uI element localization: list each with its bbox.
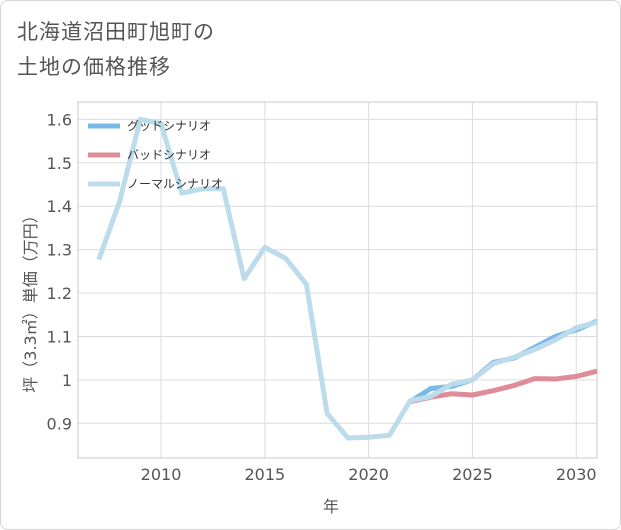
legend-item-1[interactable]: バッドシナリオ [88, 148, 211, 162]
x-tick-label: 2030 [556, 465, 597, 484]
x-tick-label: 2015 [244, 465, 285, 484]
y-axis-label: 坪（3.3㎡）単価（万円） [21, 207, 40, 392]
tick-labels: 0.9 1 1.1 1.2 1.3 1.4 1.5 1.6 2010 2015 2020 2025 20… [47, 110, 597, 484]
y-tick-label: 1.5 [47, 154, 72, 173]
series-line-2 [96, 116, 598, 441]
legend-label: グッドシナリオ [127, 119, 211, 133]
series-line-1 [409, 368, 598, 405]
y-tick-label: 1.4 [47, 197, 72, 216]
legend-item-2[interactable]: ノーマルシナリオ [88, 177, 223, 191]
chart-title: 北海道沼田町旭町の 土地の価格推移 [17, 15, 317, 85]
grid [78, 102, 597, 458]
x-axis-label: 年 [323, 497, 339, 516]
y-tick-label: 1.1 [47, 327, 72, 346]
legend-item-0[interactable]: グッドシナリオ [88, 119, 211, 133]
axes [77, 101, 598, 459]
legend-label: バッドシナリオ [127, 148, 211, 162]
plot-frame [77, 101, 598, 459]
y-tick-label: 1.2 [47, 284, 72, 303]
y-tick-label: 1.6 [47, 110, 72, 129]
series-group [96, 116, 598, 441]
x-tick-label: 2025 [452, 465, 493, 484]
chart-title-line-2: 土地の価格推移 [17, 55, 171, 79]
y-tick-label: 1 [62, 371, 72, 390]
chart-title-line-1: 北海道沼田町旭町の [17, 20, 215, 44]
x-tick-label: 2020 [348, 465, 389, 484]
y-tick-label: 1.3 [47, 241, 72, 260]
legend-label: ノーマルシナリオ [127, 177, 223, 191]
y-tick-label: 0.9 [47, 414, 72, 433]
x-tick-label: 2010 [141, 465, 182, 484]
